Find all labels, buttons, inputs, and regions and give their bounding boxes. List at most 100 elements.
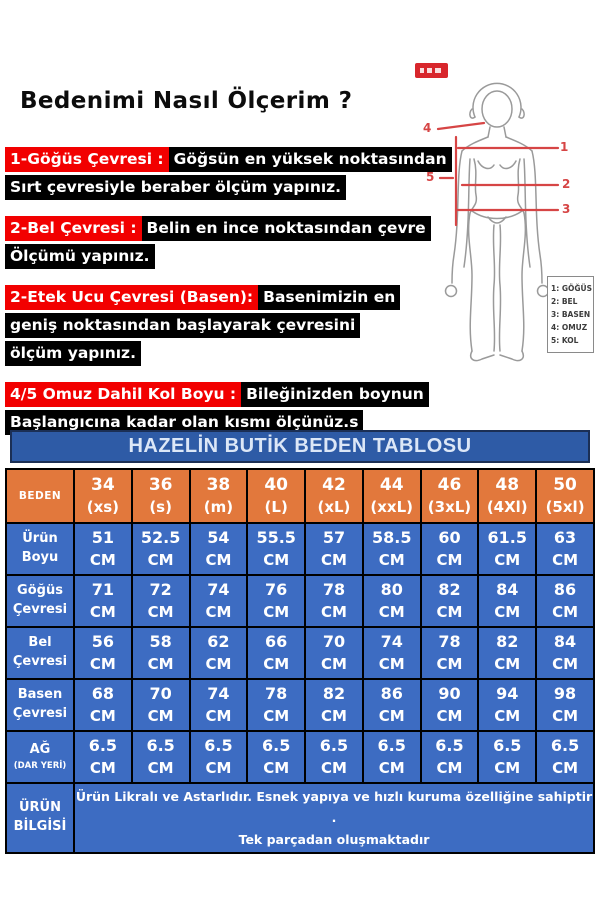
measurement-unit: CM bbox=[494, 654, 521, 673]
measurement-value: 84 bbox=[496, 580, 519, 600]
header-row: BEDEN 34 (xs) 36 (s) 38 (m) 40 (L) 42 (xL) 44 (xxL) 4… bbox=[5, 468, 595, 524]
measurement-unit: CM bbox=[378, 550, 405, 569]
value-cell: 82 CM bbox=[419, 574, 480, 628]
measurement-instructions: 1-Göğüs Çevresi : Göğsün en yüksek noktas… bbox=[5, 147, 452, 451]
page-title: Bedenimi Nasıl Ölçerim ? bbox=[20, 88, 353, 114]
measurement-unit: CM bbox=[552, 602, 579, 621]
value-cell: 54 CM bbox=[188, 522, 249, 576]
value-cell: 63 CM bbox=[535, 522, 595, 576]
measurement-unit: CM bbox=[436, 758, 463, 777]
value-cell: 78 CM bbox=[304, 574, 364, 628]
measurement-unit: CM bbox=[378, 602, 405, 621]
size-letter: (xL) bbox=[317, 498, 351, 517]
table-row: AĞ (DAR YERİ) 6.5 CM 6.5 CM 6.5 CM 6.5 CM 6.5 CM 6.5… bbox=[5, 730, 595, 784]
value-cell: 6.5 CM bbox=[304, 730, 364, 784]
measurement-unit: CM bbox=[436, 602, 463, 621]
measurement-value: 86 bbox=[380, 684, 403, 704]
measurement-unit: CM bbox=[205, 706, 232, 725]
row-label-line: (DAR YERİ) bbox=[13, 761, 67, 772]
value-cell: 76 CM bbox=[246, 574, 307, 628]
measurement-unit: CM bbox=[552, 550, 579, 569]
row-label: AĞ (DAR YERİ) bbox=[5, 730, 75, 784]
measurement-unit: CM bbox=[436, 706, 463, 725]
instruction-block: 2-Bel Çevresi : Belin en ince noktasından… bbox=[5, 216, 433, 269]
measurement-unit: CM bbox=[552, 758, 579, 777]
measurement-value: 84 bbox=[553, 632, 577, 652]
measurement-unit: CM bbox=[205, 550, 232, 569]
body-outline bbox=[444, 82, 550, 362]
value-cell: 70 CM bbox=[130, 678, 191, 732]
legend-item: 2: BEL bbox=[551, 297, 578, 306]
instruction-text: Bileğinizden boynun bbox=[241, 382, 429, 407]
size-letter: (s) bbox=[149, 498, 172, 517]
value-cell: 86 CM bbox=[361, 678, 422, 732]
size-letter: (3xL) bbox=[427, 498, 472, 517]
measurement-value: 58 bbox=[149, 632, 172, 652]
value-cell: 66 CM bbox=[246, 626, 307, 680]
measurement-value: 82 bbox=[322, 684, 346, 704]
value-cell: 84 CM bbox=[477, 574, 538, 628]
info-row-label: ÜRÜN BİLGİSİ bbox=[5, 782, 75, 854]
row-label: Göğüs Çevresi bbox=[5, 574, 75, 628]
measurement-unit: CM bbox=[320, 602, 347, 621]
value-cell: 51 CM bbox=[73, 522, 133, 576]
instruction-text: Ölçümü yapınız. bbox=[5, 244, 155, 269]
value-cell: 6.5 CM bbox=[535, 730, 595, 784]
row-label: Basen Çevresi bbox=[5, 678, 75, 732]
measurement-value: 55.5 bbox=[256, 528, 296, 548]
value-cell: 82 CM bbox=[477, 626, 538, 680]
row-label-line: BİLGİSİ bbox=[13, 818, 67, 834]
measurement-unit: CM bbox=[436, 654, 463, 673]
product-info-cell: Ürün Likralı ve Astarlıdır. Esnek yapıya… bbox=[73, 782, 595, 854]
value-cell: 55.5 CM bbox=[246, 522, 307, 576]
measurement-value: 94 bbox=[496, 684, 519, 704]
size-number: 42 bbox=[322, 475, 346, 496]
measurement-unit: CM bbox=[205, 654, 232, 673]
value-cell: 56 CM bbox=[73, 626, 133, 680]
row-label-line: Ürün bbox=[22, 531, 58, 547]
size-column-header: 36 (s) bbox=[130, 468, 191, 524]
size-number: 38 bbox=[206, 475, 231, 496]
instruction-label: 2-Etek Ucu Çevresi (Basen): bbox=[5, 285, 259, 310]
measure-marker-1: 1 bbox=[560, 140, 569, 154]
measurement-value: 6.5 bbox=[550, 736, 580, 756]
measurement-value: 82 bbox=[496, 632, 519, 652]
value-cell: 74 CM bbox=[188, 574, 249, 628]
instruction-label: 2-Bel Çevresi : bbox=[5, 216, 142, 241]
value-cell: 52.5 CM bbox=[130, 522, 191, 576]
measurement-unit: CM bbox=[494, 550, 521, 569]
value-cell: 98 CM bbox=[535, 678, 595, 732]
measurement-value: 74 bbox=[207, 684, 230, 704]
instruction-text: Belin en ince noktasından çevre bbox=[141, 216, 431, 241]
measurement-unit: CM bbox=[494, 758, 521, 777]
instruction-text: Sırt çevresiyle beraber ölçüm yapınız. bbox=[5, 175, 347, 200]
measurement-unit: CM bbox=[205, 758, 232, 777]
value-cell: 68 CM bbox=[73, 678, 133, 732]
brand-stamp-icon bbox=[415, 63, 448, 78]
measurement-value: 78 bbox=[322, 580, 346, 600]
measurement-value: 90 bbox=[438, 684, 461, 704]
row-label-line: Bel bbox=[28, 635, 52, 651]
instruction-text: Göğsün en yüksek noktasından bbox=[168, 147, 452, 172]
measurement-unit: CM bbox=[263, 706, 290, 725]
measurement-value: 6.5 bbox=[493, 736, 522, 756]
instruction-text: Basenimizin en bbox=[258, 285, 401, 310]
instruction-line: 2-Bel Çevresi : Belin en ince noktasından… bbox=[5, 216, 433, 241]
info-row: ÜRÜN BİLGİSİ Ürün Likralı ve Astarlıdır. E… bbox=[5, 782, 595, 854]
instruction-block: 4/5 Omuz Dahil Kol Boyu : Bileğinizden bo… bbox=[5, 382, 433, 435]
size-letter: (xxL) bbox=[370, 498, 414, 517]
measurement-value: 72 bbox=[149, 580, 172, 600]
measurement-value: 66 bbox=[265, 632, 288, 652]
measurement-value: 6.5 bbox=[146, 736, 175, 756]
row-label-line: Göğüs bbox=[17, 583, 63, 599]
measurement-value: 6.5 bbox=[88, 736, 118, 756]
size-number: 36 bbox=[148, 475, 173, 496]
figure-legend: 1: GÖĞÜS 2: BEL 3: BASEN 4: OMUZ 5: KOL bbox=[547, 276, 594, 353]
measurement-value: 6.5 bbox=[377, 736, 406, 756]
instruction-block: 1-Göğüs Çevresi : Göğsün en yüksek noktas… bbox=[5, 147, 452, 200]
measurement-unit: CM bbox=[494, 602, 521, 621]
measurement-unit: CM bbox=[378, 758, 405, 777]
value-cell: 82 CM bbox=[304, 678, 364, 732]
size-number: 34 bbox=[91, 475, 115, 496]
